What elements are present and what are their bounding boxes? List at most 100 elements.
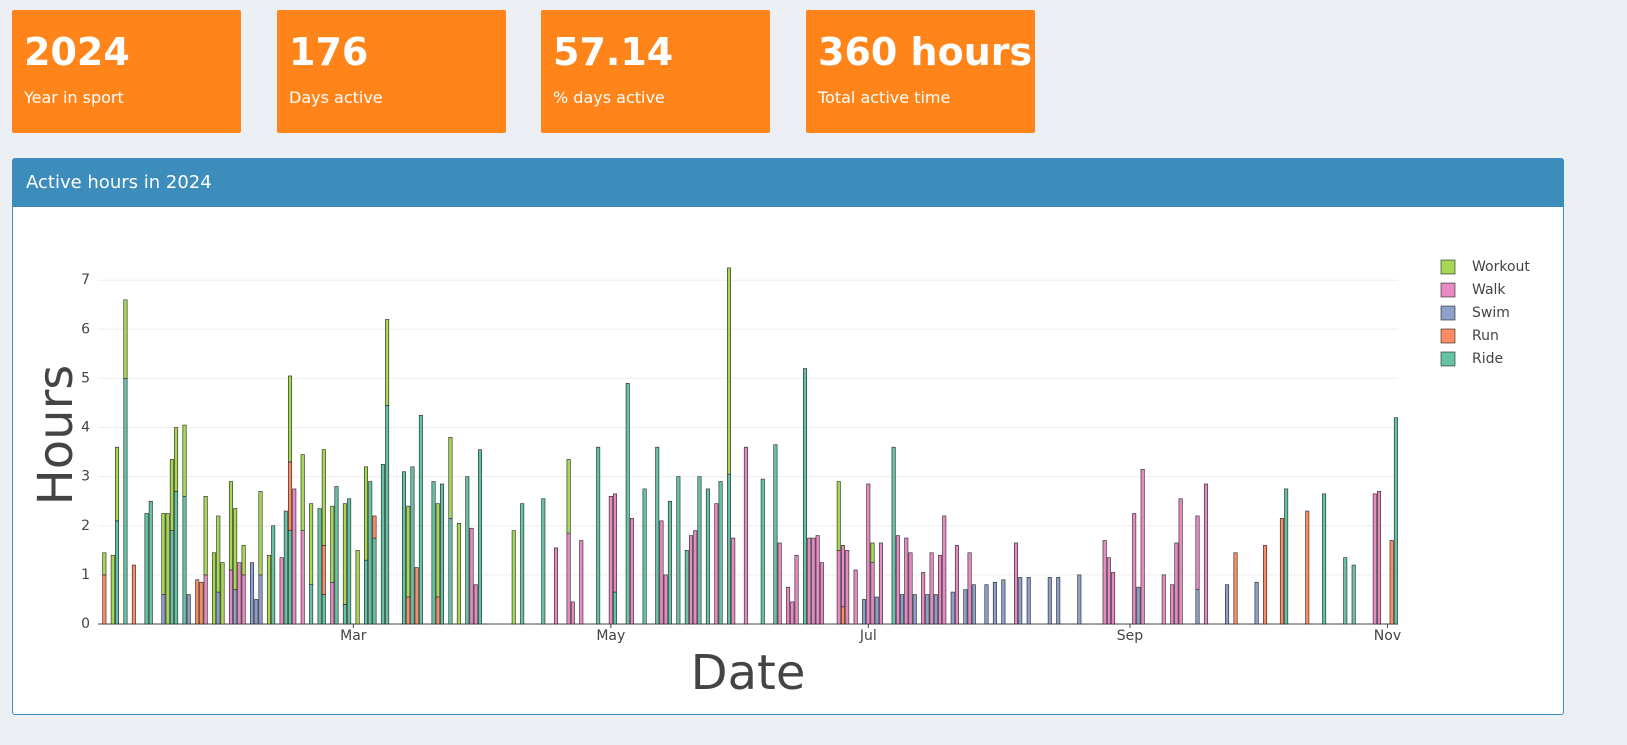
legend-swatch bbox=[1440, 282, 1456, 298]
bar bbox=[186, 594, 191, 625]
bar bbox=[807, 537, 812, 625]
y-tick-label: 2 bbox=[81, 518, 90, 534]
bar bbox=[266, 554, 271, 625]
bar bbox=[456, 523, 461, 625]
bar bbox=[613, 493, 618, 593]
bar bbox=[925, 594, 930, 625]
bar bbox=[279, 557, 284, 625]
bar bbox=[845, 550, 850, 625]
bar bbox=[216, 515, 221, 593]
bar bbox=[123, 378, 128, 625]
bar bbox=[1111, 572, 1116, 625]
bar bbox=[1132, 513, 1137, 625]
bar bbox=[954, 545, 959, 625]
bar bbox=[1203, 483, 1208, 625]
bar bbox=[102, 552, 107, 576]
x-tick-label: Mar bbox=[340, 628, 367, 644]
bar bbox=[1389, 540, 1394, 625]
bar bbox=[203, 495, 208, 576]
bar bbox=[870, 542, 875, 563]
bar bbox=[1161, 574, 1166, 625]
bar bbox=[1018, 577, 1023, 625]
legend-swatch bbox=[1440, 351, 1456, 367]
bar bbox=[689, 535, 694, 625]
bar bbox=[1372, 493, 1377, 625]
bar bbox=[963, 589, 968, 625]
bar bbox=[912, 594, 917, 625]
bar bbox=[199, 581, 204, 625]
bar bbox=[629, 518, 634, 625]
bar bbox=[1026, 577, 1031, 625]
bar bbox=[866, 483, 871, 625]
bar bbox=[731, 537, 736, 625]
bar bbox=[148, 500, 153, 625]
bar bbox=[115, 446, 119, 522]
bar bbox=[385, 405, 390, 625]
bar bbox=[169, 530, 174, 625]
bar bbox=[174, 491, 179, 625]
bar bbox=[1077, 574, 1082, 625]
bar bbox=[212, 552, 217, 625]
bar bbox=[330, 581, 335, 625]
bar bbox=[853, 569, 858, 625]
bar bbox=[283, 510, 288, 625]
y-tick-label: 3 bbox=[81, 469, 90, 485]
bar bbox=[300, 530, 305, 625]
bar bbox=[642, 488, 647, 625]
box-label: % days active bbox=[553, 88, 665, 107]
bar bbox=[819, 562, 824, 625]
legend-swatch bbox=[1440, 305, 1456, 321]
bar bbox=[520, 503, 525, 625]
bar bbox=[950, 591, 955, 625]
bar bbox=[1174, 542, 1179, 625]
bar bbox=[862, 599, 867, 625]
bar bbox=[727, 267, 731, 475]
bar bbox=[1014, 542, 1019, 625]
y-tick-label: 4 bbox=[81, 420, 90, 436]
y-tick-label: 1 bbox=[81, 567, 90, 583]
bar bbox=[693, 530, 698, 625]
bar bbox=[870, 562, 875, 625]
panel-title: Active hours in 2024 bbox=[13, 159, 1563, 207]
bar bbox=[967, 552, 972, 625]
bar bbox=[929, 552, 934, 625]
bar bbox=[1233, 552, 1238, 625]
box-value: 360 hours bbox=[818, 30, 1033, 74]
bar bbox=[613, 591, 618, 625]
bar bbox=[992, 581, 997, 625]
bar bbox=[1047, 577, 1052, 625]
bar bbox=[203, 574, 208, 625]
bar bbox=[684, 550, 689, 625]
y-axis-title: Hours bbox=[28, 365, 84, 506]
bar bbox=[655, 446, 660, 625]
bar bbox=[659, 520, 664, 625]
bar bbox=[309, 503, 314, 586]
bar bbox=[697, 476, 702, 625]
legend-swatch bbox=[1440, 259, 1456, 275]
x-tick-label: Sep bbox=[1117, 628, 1144, 644]
bar bbox=[406, 505, 411, 598]
bar bbox=[342, 604, 347, 625]
bar bbox=[786, 586, 791, 625]
bar bbox=[705, 488, 710, 625]
bar bbox=[334, 486, 339, 625]
bar bbox=[288, 461, 293, 531]
bar bbox=[321, 545, 326, 595]
legend-label: Run bbox=[1472, 328, 1499, 344]
bar bbox=[115, 520, 119, 625]
chart: 0 1 2 3 4 5 6 7 Mar May Jul Sep Nov Workout Walk Swim Ru… bbox=[28, 259, 1530, 701]
bar bbox=[254, 599, 259, 625]
bar bbox=[840, 545, 845, 608]
bar bbox=[891, 446, 896, 625]
bar bbox=[579, 540, 584, 625]
bar bbox=[258, 491, 263, 576]
bar bbox=[169, 459, 174, 531]
bar bbox=[1343, 557, 1348, 625]
bar bbox=[811, 537, 816, 625]
bar bbox=[372, 537, 377, 625]
bar bbox=[1056, 577, 1061, 625]
bar bbox=[292, 488, 297, 625]
bar bbox=[942, 515, 947, 625]
bar bbox=[1284, 488, 1289, 625]
